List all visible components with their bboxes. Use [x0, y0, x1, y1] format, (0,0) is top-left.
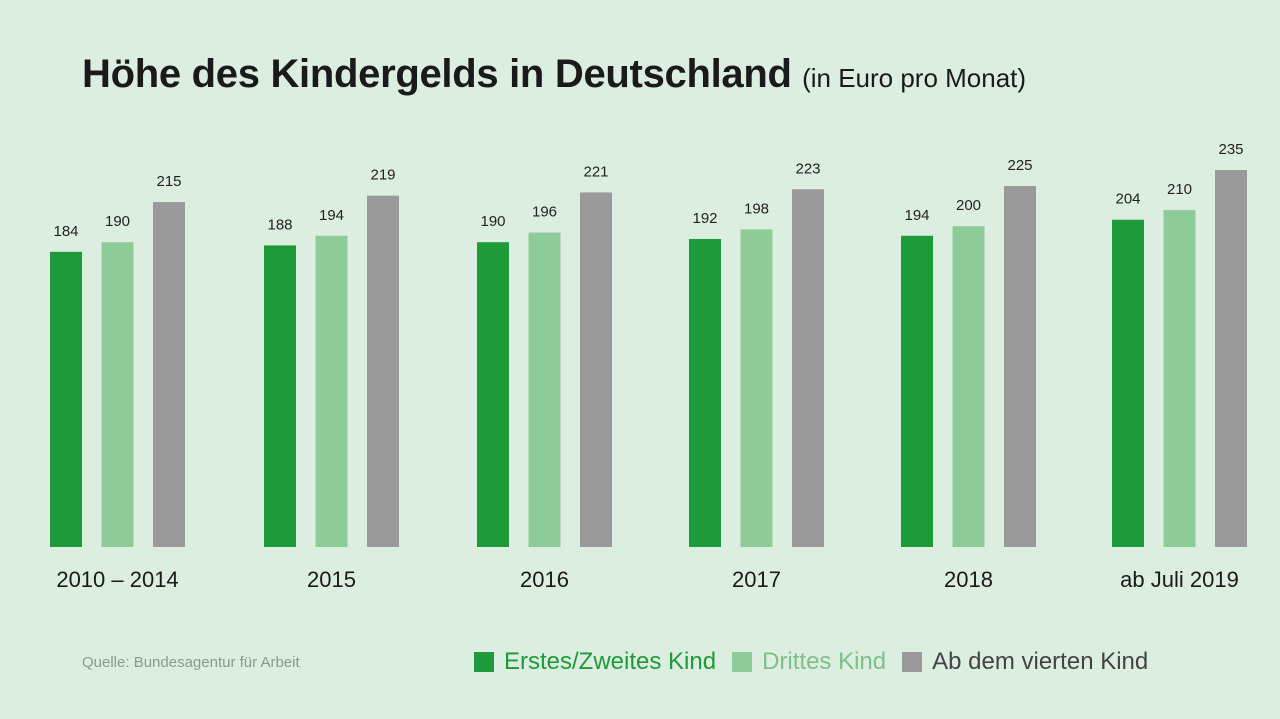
bar-2017-series-1 [689, 238, 721, 547]
data-label-2015-series-1: 188 [267, 216, 292, 233]
bar-2010-2014-series-2 [101, 242, 134, 548]
bar-2010-2014-series-3 [153, 202, 185, 547]
chart-subtitle: (in Euro pro Monat) [802, 63, 1027, 93]
category-label-2010-2014: 2010 – 2014 [56, 567, 178, 592]
bar-2018-series-1 [901, 235, 933, 547]
legend-label-fourth: Ab dem vierten Kind [932, 648, 1149, 675]
data-label-ab-juli-2019-series-2: 210 [1167, 181, 1192, 198]
chart-title: Höhe des Kindergelds in Deutschland [82, 52, 792, 96]
bar-2015-series-2 [315, 235, 348, 547]
legend-label-first-second: Erstes/Zweites Kind [504, 648, 717, 675]
bar-2010-2014-series-1 [50, 251, 82, 547]
data-label-2016-series-2: 196 [532, 204, 557, 221]
data-label-2010-2014-series-1: 184 [53, 223, 78, 240]
data-label-2015-series-3: 219 [370, 167, 395, 184]
data-label-2018-series-2: 200 [956, 197, 981, 214]
data-label-2017-series-1: 192 [692, 210, 717, 227]
bar-2018-series-3 [1004, 186, 1036, 548]
legend-swatch-first-second [474, 652, 494, 672]
legend-item-first-second: Erstes/Zweites Kind [474, 648, 716, 676]
data-label-2018-series-3: 225 [1007, 157, 1032, 174]
bar-2015-series-3 [367, 195, 399, 547]
data-label-ab-juli-2019-series-1: 204 [1115, 191, 1140, 208]
bar-2017-series-3 [792, 189, 824, 547]
legend-item-fourth: Ab dem vierten Kind [902, 648, 1148, 676]
data-label-2010-2014-series-3: 215 [156, 173, 181, 190]
legend-swatch-third [732, 652, 753, 672]
bar-2016-series-2 [528, 232, 561, 547]
bar-ab-juli-2019-series-1 [1112, 219, 1144, 547]
source-note: Quelle: Bundesagentur für Arbeit [82, 654, 300, 671]
category-label-ab-juli-2019: ab Juli 2019 [1120, 567, 1239, 592]
data-label-ab-juli-2019-series-3: 235 [1218, 141, 1243, 158]
legend: Erstes/Zweites Kind Drittes Kind Ab dem … [474, 648, 1164, 676]
bar-ab-juli-2019-series-3 [1215, 170, 1247, 547]
data-label-2016-series-1: 190 [480, 213, 505, 230]
bar-ab-juli-2019-series-2 [1163, 210, 1196, 547]
bar-2015-series-1 [264, 245, 296, 547]
legend-item-third: Drittes Kind [732, 648, 886, 676]
category-label-2016: 2016 [520, 567, 569, 592]
chart-title-row: Höhe des Kindergelds in Deutschland (in … [82, 52, 1026, 97]
bar-2016-series-3 [580, 192, 612, 547]
data-label-2017-series-3: 223 [795, 160, 820, 177]
category-label-2018: 2018 [944, 567, 993, 592]
bar-2018-series-2 [952, 226, 985, 548]
category-label-2017: 2017 [732, 567, 781, 592]
data-label-2010-2014-series-2: 190 [105, 213, 130, 230]
legend-label-third: Drittes Kind [762, 648, 887, 675]
data-label-2015-series-2: 194 [319, 207, 344, 224]
legend-swatch-fourth [902, 652, 923, 672]
category-label-2015: 2015 [307, 567, 356, 592]
data-label-2016-series-3: 221 [583, 163, 608, 180]
bar-2017-series-2 [740, 229, 773, 547]
data-label-2018-series-1: 194 [904, 207, 929, 224]
bar-2016-series-1 [477, 242, 509, 548]
data-label-2017-series-2: 198 [744, 200, 769, 217]
